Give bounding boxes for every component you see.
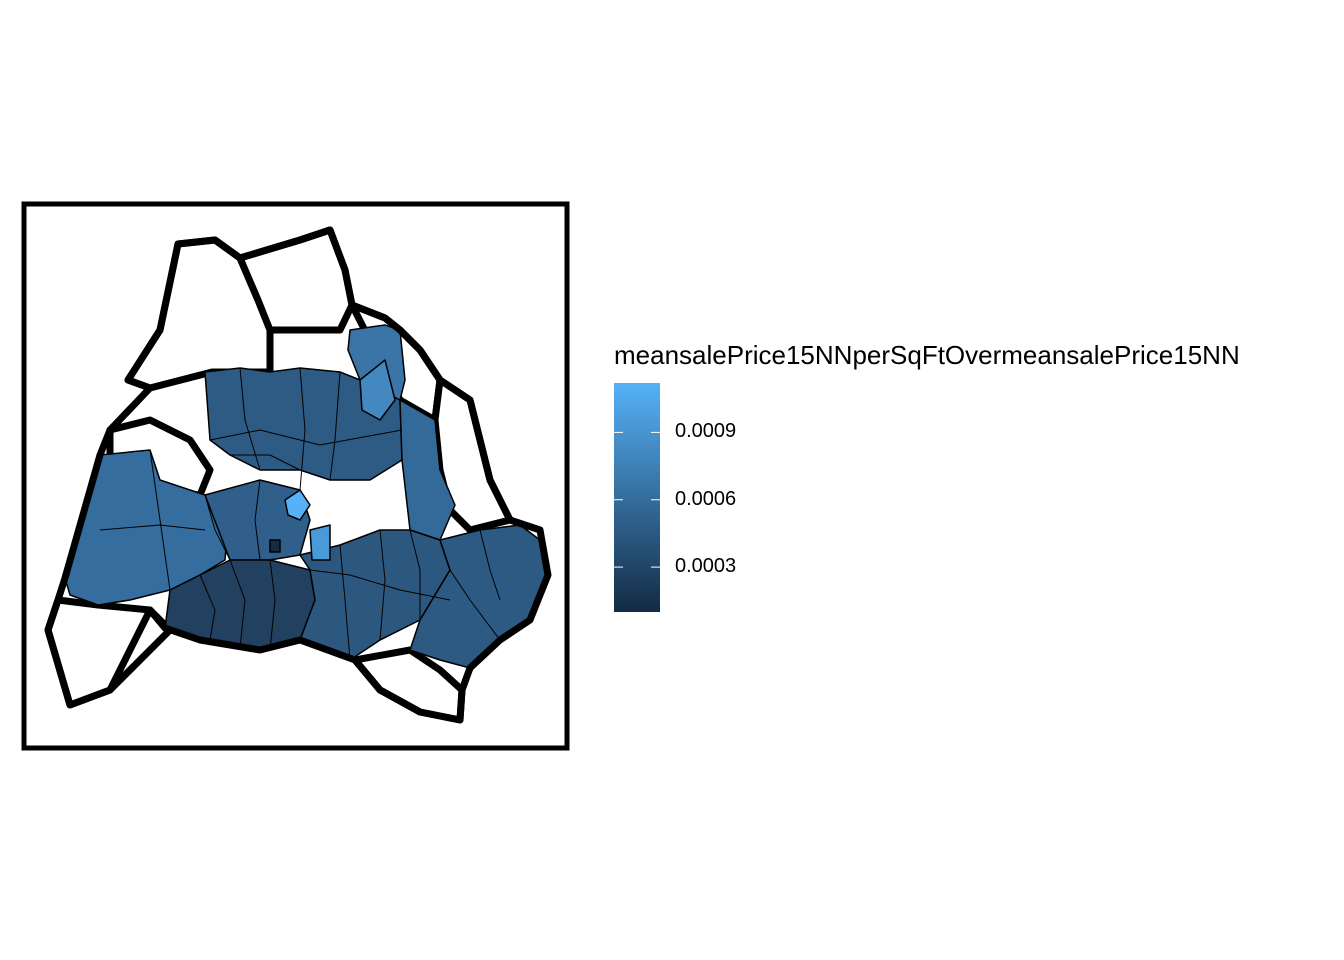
tract-downtown-bright-2: [309, 524, 331, 561]
tract-northeast-light: [359, 359, 396, 421]
tract-downtown-dark: [269, 539, 281, 553]
map-panel-border: [21, 201, 570, 751]
filled-tracts: [64, 324, 549, 669]
legend-tick-label: 0.0006: [675, 487, 737, 510]
tract-boundaries: [99, 367, 501, 661]
tract-east: [399, 399, 456, 541]
legend-colorbar: [614, 383, 660, 612]
legend-title: meansalePrice15NNperSqFtOvermeansalePric…: [614, 340, 1240, 370]
legend-ticks: [614, 431, 660, 568]
county-outline: [44, 226, 552, 724]
legend-gradient: [614, 383, 660, 612]
tract-downtown-bright: [284, 489, 311, 521]
legend-tick-label: 0.0009: [675, 420, 737, 443]
legend-tick-label: 0.0003: [675, 555, 737, 578]
